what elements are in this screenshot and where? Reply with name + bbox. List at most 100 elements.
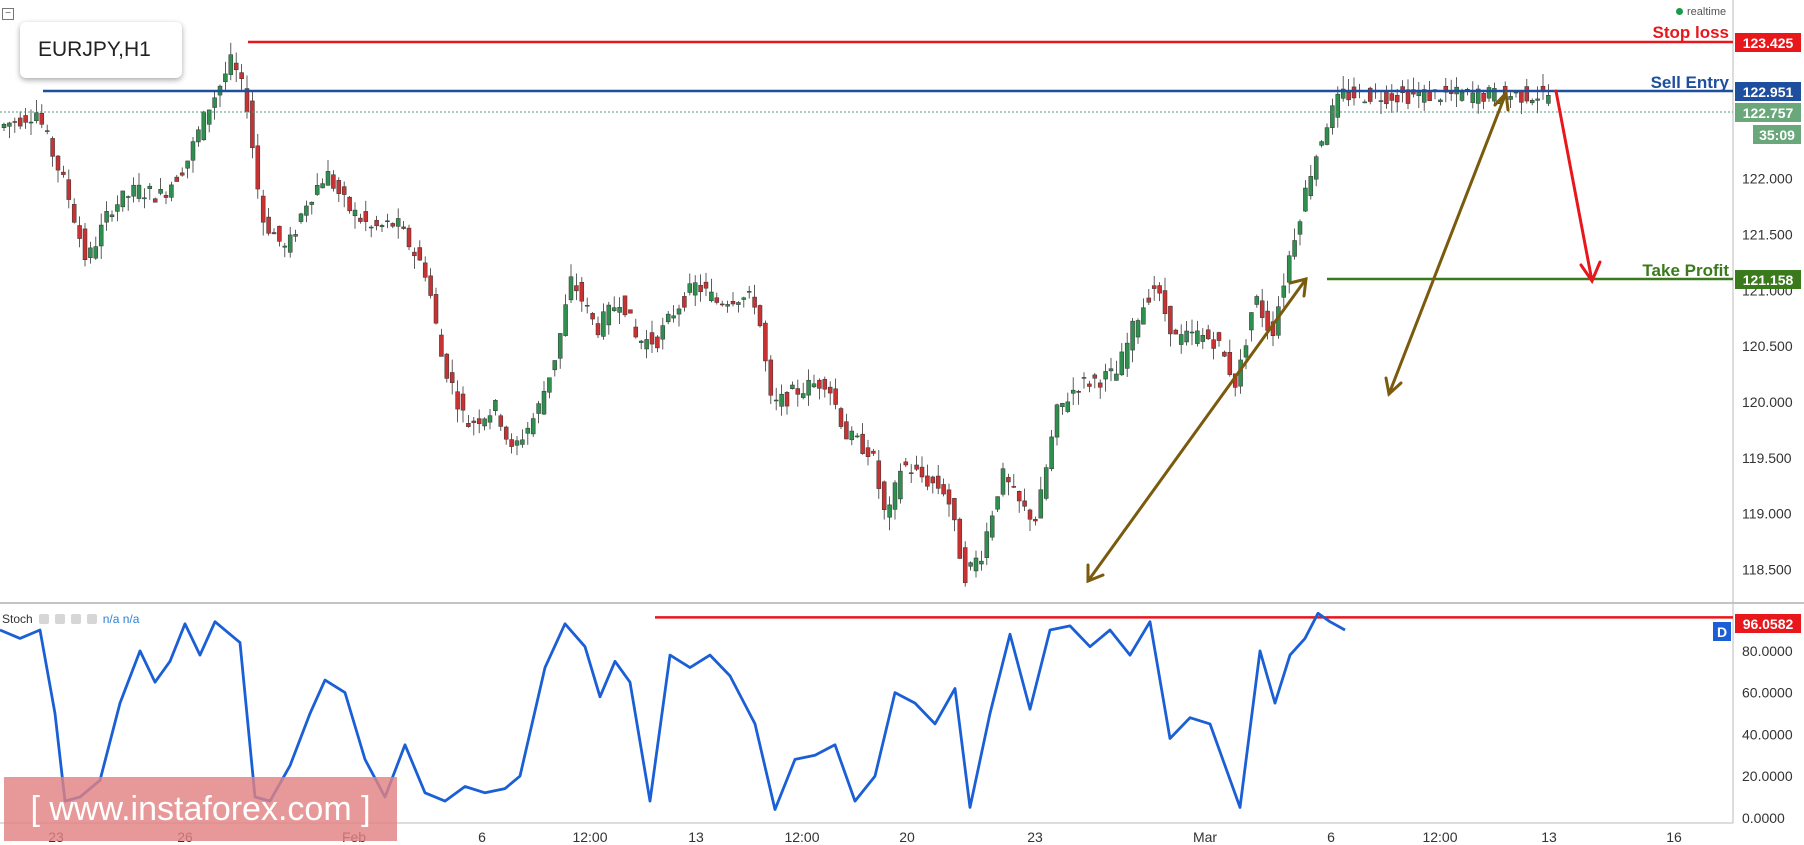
symbol-label[interactable]: EURJPY,H1 — [20, 22, 182, 78]
candle-body — [395, 218, 401, 227]
candle-body — [498, 415, 504, 427]
candle-body — [660, 325, 666, 340]
candle-body — [1081, 377, 1087, 379]
candle-body — [174, 176, 180, 182]
candle-body — [860, 433, 865, 454]
candle-body — [601, 311, 606, 337]
time-tick-label: 13 — [688, 829, 704, 845]
close-icon[interactable] — [86, 614, 97, 624]
time-tick-label: 12:00 — [1422, 829, 1457, 845]
candle-body — [1475, 88, 1481, 104]
candle-body — [676, 308, 682, 315]
candle-body — [466, 423, 471, 427]
time-tick-label: 20 — [899, 829, 915, 845]
candle-body — [865, 447, 871, 457]
candle-body — [1421, 89, 1427, 103]
candle-body — [687, 283, 693, 293]
candle-body — [1254, 296, 1260, 305]
candle-body — [876, 460, 882, 489]
candle-body — [104, 211, 109, 223]
price-tick-label: 120.500 — [1742, 338, 1793, 354]
candle-body — [1216, 332, 1222, 341]
candle-body — [260, 195, 266, 223]
collapse-toggle-icon[interactable]: − — [2, 8, 14, 20]
candle-body — [881, 481, 887, 511]
candle-body — [1243, 345, 1249, 358]
candle-body — [892, 482, 898, 510]
candle-body — [638, 340, 644, 343]
candle-body — [1049, 436, 1054, 469]
candle-body — [1384, 91, 1389, 105]
candle-body — [655, 336, 660, 349]
candle-body — [379, 225, 385, 228]
candle-body — [1157, 285, 1162, 294]
stoch-d-badge: D — [1713, 622, 1731, 641]
countdown-tag: 35:09 — [1753, 125, 1801, 144]
candle-body — [1027, 509, 1033, 520]
stop-loss-value: 123.425 — [1743, 35, 1794, 51]
candle-body — [946, 489, 952, 505]
candle-body — [1405, 89, 1411, 104]
candle-body — [514, 440, 520, 446]
arrowhead-1a-icon — [1086, 563, 1105, 584]
candle-body — [422, 262, 428, 278]
candle-body — [304, 205, 309, 216]
candle-body — [941, 484, 946, 495]
candle-body — [1016, 491, 1022, 502]
candle-body — [730, 301, 736, 305]
stoch-d-label: D — [1717, 624, 1727, 640]
candle-body — [142, 197, 147, 200]
candle-body — [158, 189, 163, 194]
candle-body — [806, 379, 811, 396]
candle-body — [347, 196, 352, 212]
candle-body — [1340, 88, 1346, 99]
candle-body — [325, 171, 331, 186]
candle-body — [811, 383, 817, 388]
candle-body — [520, 439, 525, 445]
realtime-indicator: realtime — [1676, 6, 1726, 18]
candle-body — [611, 307, 617, 311]
candle-body — [1227, 352, 1233, 375]
candle-body — [1529, 100, 1535, 104]
candle-body — [968, 562, 973, 567]
candle-body — [390, 223, 396, 227]
candle-body — [973, 557, 979, 572]
settings-icon[interactable] — [38, 614, 49, 624]
candle-body — [406, 227, 412, 248]
candle-body — [1043, 467, 1049, 499]
candle-body — [287, 234, 293, 253]
candle-body — [1448, 91, 1454, 94]
candle-body — [649, 332, 655, 345]
candle-body — [709, 291, 714, 302]
candle-body — [358, 217, 363, 222]
candle-body — [779, 393, 784, 407]
candle-body — [93, 246, 99, 259]
candle-body — [77, 225, 82, 239]
candle-body — [1535, 98, 1540, 101]
candle-body — [800, 393, 806, 398]
add-icon[interactable] — [70, 614, 81, 624]
candle-body — [1249, 312, 1254, 331]
candle-body — [628, 309, 633, 314]
candle-body — [887, 504, 892, 518]
stoch-axis: 0.0000 20.0000 40.0000 60.0000 80.0000 — [1742, 643, 1793, 826]
candle-body — [23, 115, 28, 123]
candle-body — [1087, 383, 1092, 387]
candle-body — [1124, 342, 1130, 369]
candle-body — [1162, 290, 1168, 314]
candle-body — [331, 174, 336, 189]
candle-body — [763, 322, 768, 362]
candle-body — [1070, 389, 1076, 394]
candle-body — [525, 427, 531, 434]
candle-body — [752, 296, 757, 308]
candle-body — [309, 201, 315, 205]
candle-body — [698, 284, 703, 293]
time-tick-label: 13 — [1541, 829, 1557, 845]
projection-arrows — [1086, 89, 1510, 584]
candle-body — [1389, 93, 1395, 101]
candle-body — [250, 100, 255, 149]
candle-body — [1, 123, 7, 129]
candle-body — [1492, 88, 1497, 102]
visibility-icon[interactable] — [54, 614, 65, 624]
